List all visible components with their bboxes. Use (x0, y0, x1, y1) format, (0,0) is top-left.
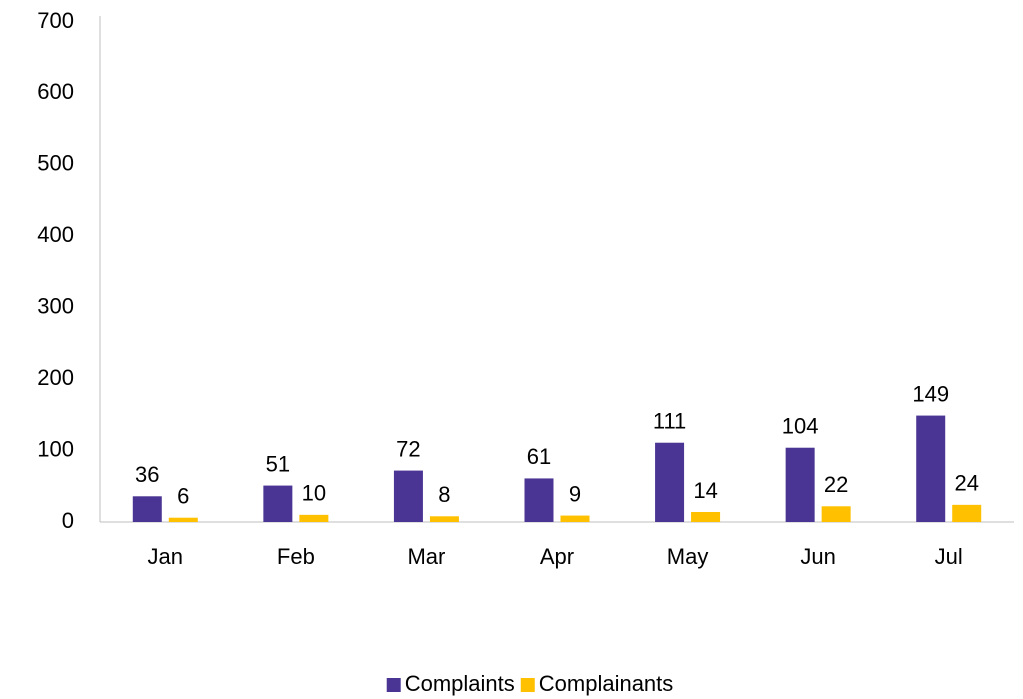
bar (785, 447, 815, 522)
bar (429, 516, 459, 522)
legend-label: Complainants (539, 671, 674, 696)
y-tick-label: 400 (37, 222, 74, 247)
y-tick-label: 100 (37, 436, 74, 461)
y-tick-label: 600 (37, 79, 74, 104)
y-tick-label: 700 (37, 8, 74, 33)
x-tick-label: Mar (407, 544, 445, 569)
y-tick-label: 200 (37, 365, 74, 390)
y-tick-label: 0 (62, 508, 74, 533)
bar (168, 517, 198, 522)
bar (524, 478, 554, 522)
bar (916, 415, 946, 522)
data-label: 149 (912, 381, 949, 406)
bar (263, 485, 293, 522)
legend-swatch (520, 678, 535, 692)
x-tick-label: Apr (540, 544, 574, 569)
bar (560, 515, 590, 522)
data-label: 8 (438, 482, 450, 507)
data-label: 24 (954, 471, 978, 496)
data-label: 51 (266, 451, 290, 476)
bar (132, 496, 162, 522)
data-label: 104 (782, 414, 819, 439)
x-tick-label: Jul (935, 544, 963, 569)
bar (299, 514, 329, 522)
bar (393, 470, 423, 522)
data-label: 61 (527, 444, 551, 469)
x-tick-label: May (667, 544, 709, 569)
data-label: 14 (693, 478, 717, 503)
data-label: 36 (135, 462, 159, 487)
bar (655, 442, 685, 522)
bar (952, 504, 982, 522)
data-label: 72 (396, 436, 420, 461)
data-label: 9 (569, 481, 581, 506)
data-label: 6 (177, 484, 189, 509)
bar (821, 506, 851, 522)
y-tick-label: 300 (37, 294, 74, 319)
legend-swatch (386, 678, 401, 692)
x-tick-label: Feb (277, 544, 315, 569)
x-tick-label: Jan (148, 544, 183, 569)
data-label: 10 (302, 481, 326, 506)
bar (691, 512, 721, 522)
data-label: 111 (653, 409, 686, 434)
legend-label: Complaints (405, 671, 515, 696)
data-label: 22 (824, 472, 848, 497)
x-tick-label: Jun (800, 544, 835, 569)
y-tick-label: 500 (37, 151, 74, 176)
